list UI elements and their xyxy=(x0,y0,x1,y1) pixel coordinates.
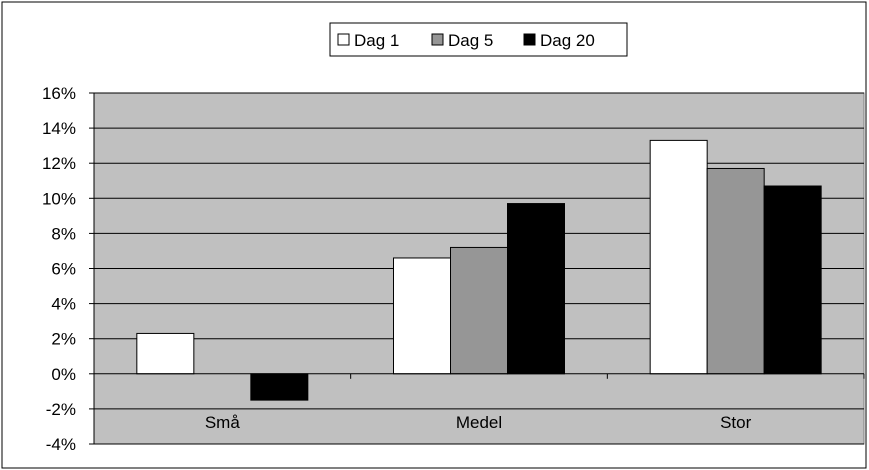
legend-box xyxy=(329,22,628,57)
y-tick-label: -2% xyxy=(46,400,76,419)
legend-swatch xyxy=(523,33,536,46)
x-axis: Små Medel Stor xyxy=(93,373,865,432)
bar xyxy=(450,246,508,375)
y-tick-label: 12% xyxy=(42,154,76,173)
legend: Dag 1 Dag 5 Dag 20 xyxy=(329,22,628,57)
bar xyxy=(507,203,565,375)
legend-label: Dag 20 xyxy=(540,31,595,50)
bar xyxy=(136,332,195,375)
y-tick-label: 8% xyxy=(51,224,76,243)
y-tick-label: 10% xyxy=(42,189,76,208)
y-tick-label: 6% xyxy=(51,260,76,279)
bar xyxy=(393,257,451,375)
x-category-label: Medel xyxy=(456,413,502,432)
bar xyxy=(763,185,822,375)
legend-swatch xyxy=(431,33,444,46)
x-category-label: Små xyxy=(205,413,241,432)
bar xyxy=(250,373,309,401)
bar xyxy=(706,167,765,375)
bar xyxy=(649,139,708,375)
y-axis: -4% -2% 0% 2% 4% 6% 8% 10% 12% 14% 16% xyxy=(42,84,95,454)
legend-swatch xyxy=(337,33,350,46)
y-tick-label: 16% xyxy=(42,84,76,103)
legend-label: Dag 5 xyxy=(448,31,493,50)
y-tick-label: -4% xyxy=(46,435,76,454)
legend-label: Dag 1 xyxy=(354,31,399,50)
y-tick-label: 4% xyxy=(51,295,76,314)
y-tick-label: 2% xyxy=(51,330,76,349)
y-tick-label: 14% xyxy=(42,119,76,138)
y-tick-label: 0% xyxy=(51,365,76,384)
x-category-label: Stor xyxy=(720,413,752,432)
